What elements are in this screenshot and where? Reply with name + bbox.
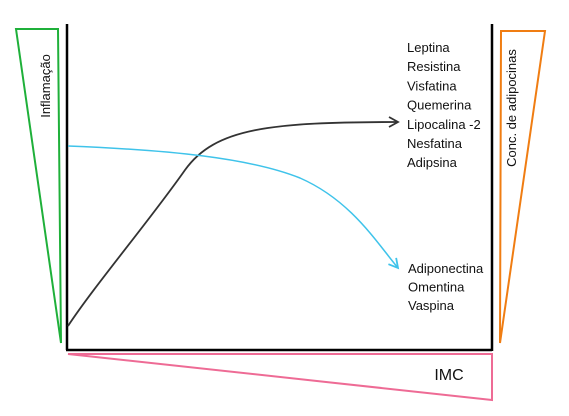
list-item: Visfatina [407, 78, 457, 93]
list-item: Lipocalina -2 [407, 117, 481, 132]
list-item: Quemerina [407, 98, 472, 113]
inflammation-wedge [14, 28, 62, 344]
list-item: Nesfatina [407, 136, 463, 151]
list-item: Adiponectina [408, 261, 484, 276]
list-item: Vaspina [408, 298, 455, 313]
decreasing-adipokines-curve [67, 145, 400, 270]
adipokine-concentration-wedge [499, 30, 547, 344]
increasing-adipokines-list: Leptina Resistina Visfatina Quemerina Lipoca… [407, 40, 481, 170]
list-item: Resistina [407, 59, 461, 74]
list-item: Adipsina [407, 155, 458, 170]
bmi-wedge [67, 353, 493, 402]
increasing-adipokines-curve [67, 116, 400, 327]
list-item: Omentina [408, 280, 465, 295]
decreasing-adipokines-list: Adiponectina Omentina Vaspina [408, 261, 484, 313]
inflammation-label: Inflamação [38, 54, 53, 118]
bmi-label: IMC [434, 367, 463, 384]
list-item: Leptina [407, 40, 450, 55]
adipokine-concentration-label: Conc. de adipocinas [504, 49, 519, 167]
